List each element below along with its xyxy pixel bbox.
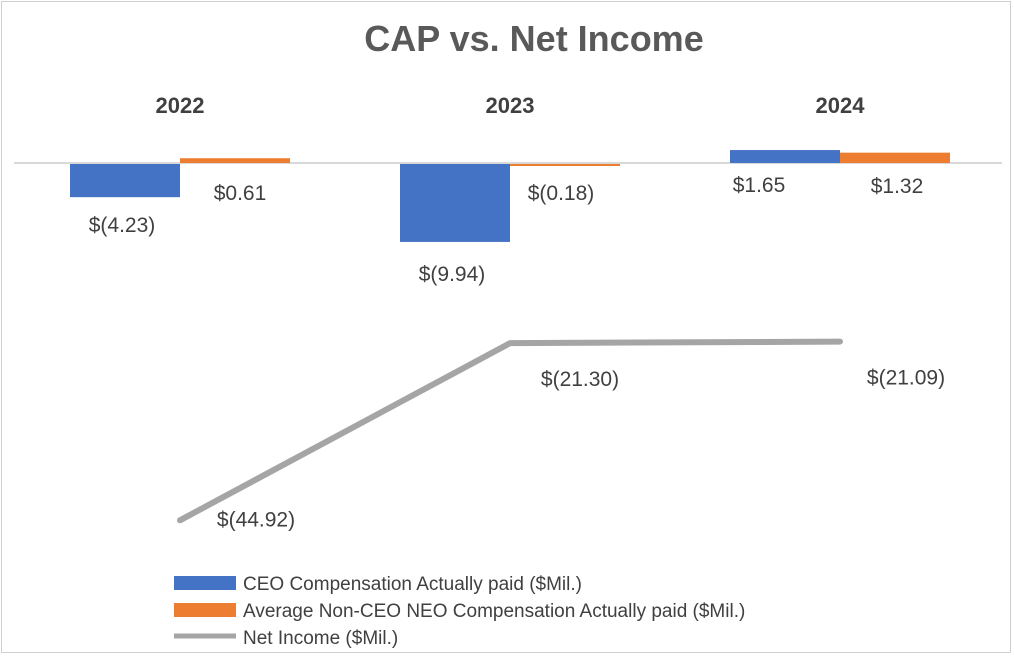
ceo-cap-label-2024: $1.65 <box>733 174 786 197</box>
net-income-label-2024: $(21.09) <box>867 367 945 390</box>
ceo-cap-bar-2023 <box>400 164 510 242</box>
legend-label-net-income: Net Income ($Mil.) <box>243 628 398 649</box>
category-label-2024: 2024 <box>816 93 866 118</box>
neo-cap-bar-2023 <box>510 164 620 166</box>
net-income-label-2023: $(21.30) <box>541 368 619 391</box>
ceo-cap-bar-2024 <box>730 150 840 163</box>
ceo-cap-label-2022: $(4.23) <box>89 214 156 237</box>
net-income-line <box>177 338 843 524</box>
neo-cap-label-2022: $0.61 <box>214 182 267 205</box>
net-income-label-2022: $(44.92) <box>217 508 295 531</box>
neo-cap-label-2023: $(0.18) <box>528 182 595 205</box>
ceo-cap-bar-2022 <box>70 164 180 198</box>
legend-swatch-ceo <box>174 576 236 590</box>
neo-cap-bar-2022 <box>180 158 290 163</box>
legend-swatch-neo <box>174 603 236 617</box>
category-label-2022: 2022 <box>156 93 205 118</box>
legend-label-neo: Average Non-CEO NEO Compensation Actuall… <box>243 601 745 622</box>
neo-cap-bar-2024 <box>840 152 950 163</box>
legend-label-ceo: CEO Compensation Actually paid ($Mil.) <box>243 574 582 595</box>
category-label-2023: 2023 <box>486 93 535 118</box>
ceo-cap-label-2023: $(9.94) <box>419 263 486 286</box>
neo-cap-label-2024: $1.32 <box>871 175 924 198</box>
chart-title: CAP vs. Net Income <box>364 18 703 59</box>
legend: CEO Compensation Actually paid ($Mil.) Av… <box>174 574 745 649</box>
